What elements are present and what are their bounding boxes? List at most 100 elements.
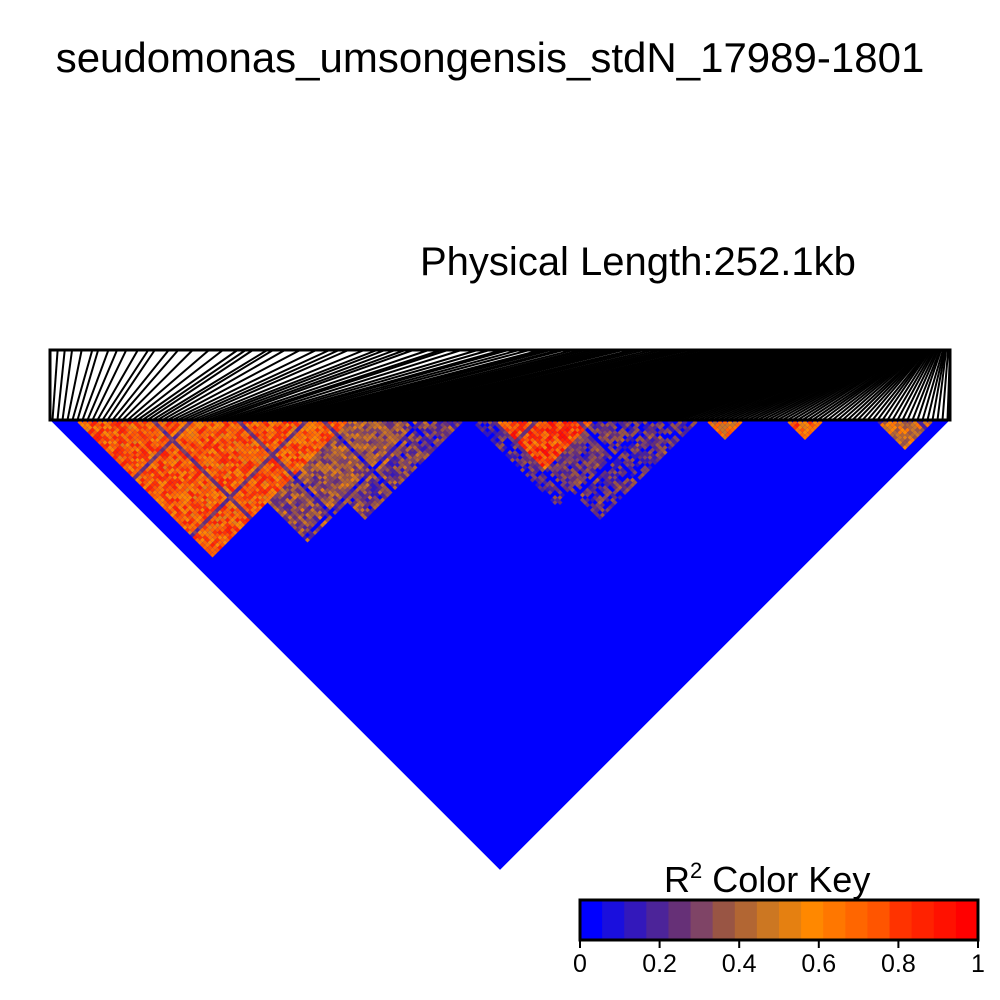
snp-connector-line — [101, 349, 150, 421]
snp-connector-line — [946, 349, 951, 421]
color-key-tick-label: 0 — [573, 950, 587, 978]
ld-cell — [387, 490, 393, 495]
snp-connector-line — [167, 349, 301, 421]
snp-connector-line — [141, 349, 247, 421]
snp-connector-line — [327, 349, 615, 421]
snp-connector-line — [357, 349, 654, 421]
ld-cell — [600, 502, 605, 508]
snp-connector-line — [936, 349, 948, 421]
color-key-swatch — [955, 900, 979, 940]
chart-title: seudomonas_umsongensis_stdN_17989-1801 — [55, 34, 925, 81]
snp-connector-line — [66, 349, 83, 421]
snp-connector-line — [322, 349, 609, 421]
snp-connector-line — [172, 349, 317, 421]
ld-cell — [572, 490, 578, 495]
snp-connector-line — [51, 349, 59, 421]
color-key-tick-label: 0.2 — [642, 950, 677, 978]
snp-connector-line — [742, 349, 896, 421]
snp-connector-line — [111, 349, 170, 421]
ld-cell — [630, 462, 635, 468]
ld-cell — [652, 430, 658, 435]
ld-cell — [647, 465, 653, 470]
snp-connector-line — [151, 349, 268, 421]
snp-connector-line — [871, 349, 930, 421]
ld-cell — [582, 480, 588, 485]
ld-cell — [602, 460, 608, 465]
ld-cell — [577, 485, 583, 490]
ld-cell — [482, 425, 488, 430]
snp-connector-line — [56, 349, 66, 421]
snp-position-map — [48, 348, 952, 422]
ld-cell — [675, 437, 680, 443]
color-key-swatch — [580, 900, 603, 940]
snp-connector-line — [187, 349, 349, 421]
snp-connector-line — [916, 349, 942, 421]
color-key-title: R2 Color Key — [664, 858, 871, 900]
snp-connector-line — [81, 349, 110, 421]
ld-cell — [612, 425, 618, 430]
snp-connector-line — [91, 349, 128, 421]
snp-connector-line — [177, 349, 330, 421]
snp-connector-line — [156, 349, 274, 421]
ld-cell — [637, 430, 643, 435]
ld-cell — [660, 422, 665, 428]
snp-connector-line — [76, 349, 100, 421]
snp-connector-line — [212, 349, 406, 421]
snp-connector-line — [227, 349, 442, 421]
snp-connector-line — [876, 349, 931, 421]
ld-cell — [632, 480, 638, 485]
snp-connector-line — [222, 349, 430, 421]
snp-connector-line — [202, 349, 386, 421]
snp-connector-line — [806, 349, 915, 421]
snp-connector-line — [821, 349, 918, 421]
snp-connector-line — [252, 349, 503, 421]
snp-connector-line — [402, 349, 711, 421]
snp-connector-line — [267, 349, 530, 421]
snp-connector-line — [921, 349, 944, 421]
snp-connector-line — [791, 349, 910, 421]
snp-connector-line — [652, 349, 856, 421]
snp-connector-line — [197, 349, 378, 421]
color-key-tick-label: 0.6 — [801, 950, 837, 978]
snp-connector-line — [362, 349, 662, 421]
snp-connector-line — [307, 349, 587, 421]
color-key-tick-label: 0.4 — [721, 950, 757, 978]
snp-connector-line — [352, 349, 645, 421]
snp-connector-line — [277, 349, 546, 421]
color-key-swatch — [624, 900, 647, 940]
ld-cell — [582, 475, 588, 480]
ld-cell — [605, 497, 610, 503]
snp-connector-line — [262, 349, 520, 421]
ld-cell — [412, 465, 418, 470]
ld-cell — [617, 445, 623, 450]
snp-connector-line — [427, 349, 743, 421]
snp-connector-line — [891, 349, 935, 421]
snp-connector-line — [71, 349, 94, 421]
ld-heatmap — [50, 420, 950, 870]
snp-connector-line — [126, 349, 210, 421]
color-key-swatch — [801, 900, 824, 940]
snp-connector-line — [372, 349, 675, 421]
snp-connector-line — [901, 349, 938, 421]
physical-length-label: Physical Length:252.1kb — [420, 240, 856, 284]
snp-connector-line — [257, 349, 509, 421]
color-key-swatch — [867, 900, 891, 940]
snp-connector-line — [757, 349, 900, 421]
snp-connector-line — [437, 349, 754, 421]
ld-cell — [620, 437, 625, 443]
ld-cell — [662, 445, 668, 450]
ld-cell — [625, 452, 630, 458]
snp-connector-line — [836, 349, 922, 421]
snp-connector-line — [367, 349, 670, 421]
color-key-bar — [578, 898, 980, 948]
snp-connector-line — [826, 349, 920, 421]
snp-connector-line — [442, 349, 761, 421]
snp-connector-line — [412, 349, 723, 421]
ld-cell — [407, 425, 413, 430]
snp-connector-line — [272, 349, 542, 421]
ld-cell — [662, 450, 668, 455]
snp-connector-line — [801, 349, 913, 421]
color-key-swatch — [889, 900, 913, 940]
snp-connector-line — [697, 349, 877, 421]
ld-cell — [612, 495, 618, 500]
